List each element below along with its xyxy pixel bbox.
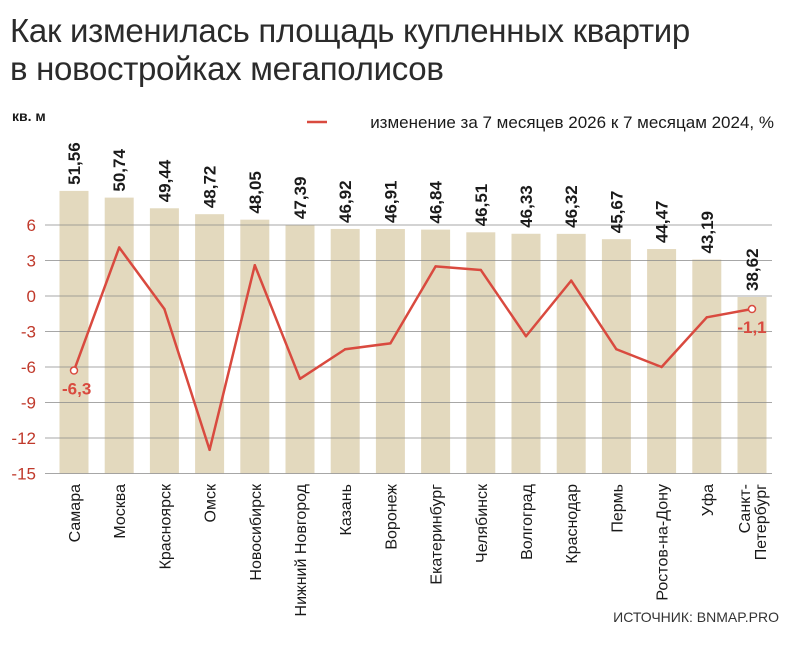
grid-lines xyxy=(45,224,772,474)
y-tick-label-0: 6 xyxy=(27,216,36,235)
bars xyxy=(59,190,767,474)
bar-15 xyxy=(737,297,767,474)
line-point-11 xyxy=(570,279,573,282)
city-label-0: Самара xyxy=(67,484,84,542)
y-tick-label-5: -9 xyxy=(21,394,36,413)
line-point-7 xyxy=(389,342,392,345)
bar-value-label-7: 46,91 xyxy=(381,180,400,223)
bar-5 xyxy=(285,225,315,474)
line-point-1 xyxy=(118,246,121,249)
line-annotation-marker-0 xyxy=(69,366,79,375)
bar-value-label-6: 46,92 xyxy=(336,180,355,223)
city-label-10: Волгоград xyxy=(519,483,536,560)
city-label-6: Казань xyxy=(338,484,355,535)
line-point-5 xyxy=(298,377,302,381)
line-annotation-label-1: -1,1 xyxy=(737,318,766,337)
y-tick-label-4: -6 xyxy=(21,358,36,377)
y-tick-label-6: -12 xyxy=(11,429,36,448)
legend-label: изменение за 7 месяцев 2026 к 7 месяцам … xyxy=(370,113,774,132)
source-label: ИСТОЧНИК: BNMAP.PRO xyxy=(613,609,779,625)
city-label-3: Омск xyxy=(203,483,220,522)
change-line: -6,3 -1,1 xyxy=(62,246,767,452)
bar-6 xyxy=(330,228,360,474)
y-tick-label-2: 0 xyxy=(27,287,36,306)
line-point-2 xyxy=(163,307,166,311)
bar-value-label-1: 50,74 xyxy=(110,149,129,192)
city-label-15-0: Санкт- xyxy=(737,484,754,533)
city-label-9: Челябинск xyxy=(474,483,491,563)
bar-value-label-14: 43,19 xyxy=(698,211,717,254)
line-point-12 xyxy=(615,348,618,351)
city-labels: Самара Москва Красноярск Омск Новосибирск Ниж… xyxy=(67,483,770,616)
bar-value-label-15: 38,62 xyxy=(743,248,762,291)
line-annotation-marker-1 xyxy=(747,304,757,314)
bar-value-label-13: 44,47 xyxy=(653,200,672,243)
y-axis-ticks: 6 3 0 -3 -6 -9 -12 -15 xyxy=(11,216,36,484)
bar-10 xyxy=(511,233,541,474)
title-line-2: в новостройках мегаполисов xyxy=(10,50,444,87)
bar-0 xyxy=(59,190,89,474)
bar-value-label-10: 46,33 xyxy=(517,185,536,228)
city-label-1: Москва xyxy=(112,484,129,539)
bar-value-labels: 51,56 50,74 49,44 48,72 48,05 47,39 46,92 46,91… xyxy=(65,142,762,291)
legend: изменение за 7 месяцев 2026 к 7 месяцам … xyxy=(307,113,774,132)
line-point-6 xyxy=(344,348,347,351)
bar-value-label-11: 46,32 xyxy=(562,185,581,228)
bar-13 xyxy=(647,249,677,474)
line-point-4 xyxy=(253,264,256,267)
bar-value-label-12: 45,67 xyxy=(607,191,626,234)
bar-value-label-0: 51,56 xyxy=(65,142,84,185)
bar-value-label-8: 46,84 xyxy=(427,181,446,224)
units-label: кв. м xyxy=(12,108,46,124)
city-label-7: Воронеж xyxy=(383,484,400,550)
bar-8 xyxy=(421,229,451,474)
change-line-path xyxy=(72,246,753,452)
bar-value-label-3: 48,72 xyxy=(201,166,220,209)
city-label-15-1: Петербург xyxy=(753,484,770,560)
bar-4 xyxy=(240,219,270,474)
city-label-13: Ростов-на-Дону xyxy=(655,484,672,601)
y-tick-label-3: -3 xyxy=(21,323,36,342)
line-point-13 xyxy=(660,365,663,369)
line-point-8 xyxy=(434,265,437,268)
bar-value-label-2: 49,44 xyxy=(155,159,174,202)
line-point-10 xyxy=(524,335,528,338)
bar-value-label-9: 46,51 xyxy=(472,184,491,227)
y-tick-label-1: 3 xyxy=(27,252,36,271)
chart-title: Как изменилась площадь купленных квартир… xyxy=(10,12,790,88)
bar-value-label-4: 48,05 xyxy=(246,171,265,214)
bar-value-label-5: 47,39 xyxy=(291,177,310,220)
bar-9 xyxy=(466,232,496,474)
bar-11 xyxy=(556,233,586,474)
city-label-14: Уфа xyxy=(700,484,717,516)
city-label-11: Краснодар xyxy=(564,484,581,564)
line-point-14 xyxy=(705,316,708,319)
bar-3 xyxy=(195,214,225,474)
y-tick-label-7: -15 xyxy=(11,465,36,484)
city-label-2: Красноярск xyxy=(157,483,174,569)
city-label-12: Пермь xyxy=(609,484,626,533)
bar-12 xyxy=(601,239,631,474)
line-point-3 xyxy=(208,448,211,452)
city-label-5: Нижний Новгород xyxy=(293,483,310,616)
title-line-1: Как изменилась площадь купленных квартир xyxy=(10,12,690,49)
line-point-9 xyxy=(479,268,482,272)
bar-1 xyxy=(104,197,134,474)
bar-14 xyxy=(692,259,722,474)
bar-7 xyxy=(375,229,405,474)
city-label-4: Новосибирск xyxy=(248,483,265,581)
line-annotation-label-0: -6,3 xyxy=(62,380,91,399)
city-label-8: Екатеринбург xyxy=(429,484,446,585)
